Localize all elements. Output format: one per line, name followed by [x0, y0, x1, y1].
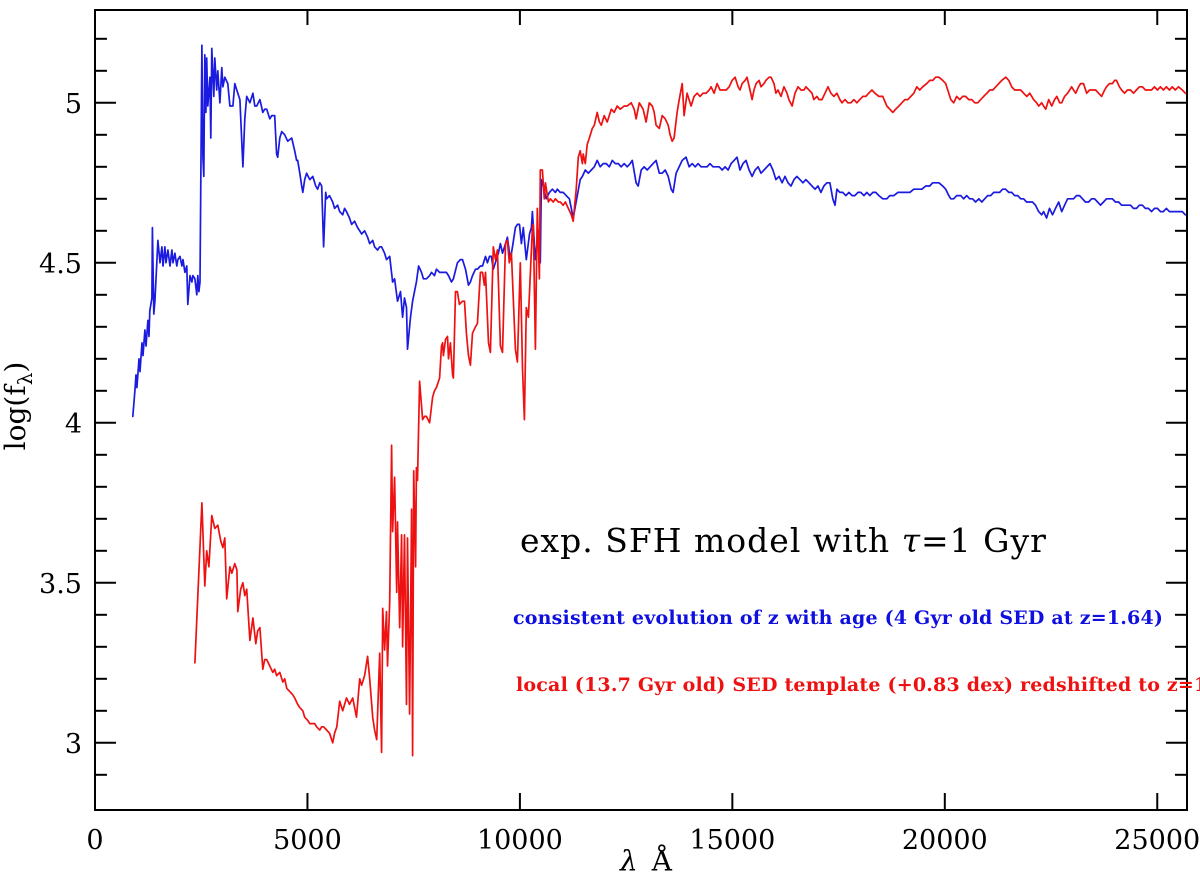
x-tick-label: 15000	[689, 825, 775, 856]
x-tick-label: 25000	[1114, 825, 1200, 856]
x-axis-label-lambda: λ	[620, 844, 638, 874]
x-tick-label: 20000	[902, 825, 988, 856]
y-tick-label: 4.5	[39, 249, 82, 280]
plot-title-post: =1 Gyr	[920, 521, 1047, 560]
x-axis-label-unit: Å	[651, 844, 672, 874]
x-tick-label: 10000	[477, 825, 563, 856]
blue-series-annotation: consistent evolution of z with age (4 Gy…	[513, 607, 1164, 629]
y-tick-label: 3	[65, 729, 82, 760]
y-tick-label: 4	[65, 409, 82, 440]
y-axis-label-pre: log(f	[0, 385, 33, 451]
y-axis-label-sub-lambda: λ	[12, 372, 37, 386]
tau-symbol: τ	[901, 521, 921, 560]
plot-title-pre: exp. SFH model with	[520, 521, 902, 560]
y-axis-label-post: )	[0, 361, 33, 373]
y-tick-label: 5	[65, 89, 82, 120]
red-local-template-curve	[194, 76, 1187, 757]
y-axis-label: log(fλ)	[0, 362, 37, 451]
red-series-annotation: local (13.7 Gyr old) SED template (+0.83…	[516, 674, 1200, 696]
x-tick-label: 0	[86, 825, 103, 856]
blue-evolved-sed-curve	[131, 44, 1187, 418]
plot-title: exp. SFH model with τ=1 Gyr	[520, 521, 1047, 560]
x-tick-label: 5000	[273, 825, 342, 856]
y-tick-label: 3.5	[39, 569, 82, 600]
plot-frame	[94, 9, 1188, 811]
